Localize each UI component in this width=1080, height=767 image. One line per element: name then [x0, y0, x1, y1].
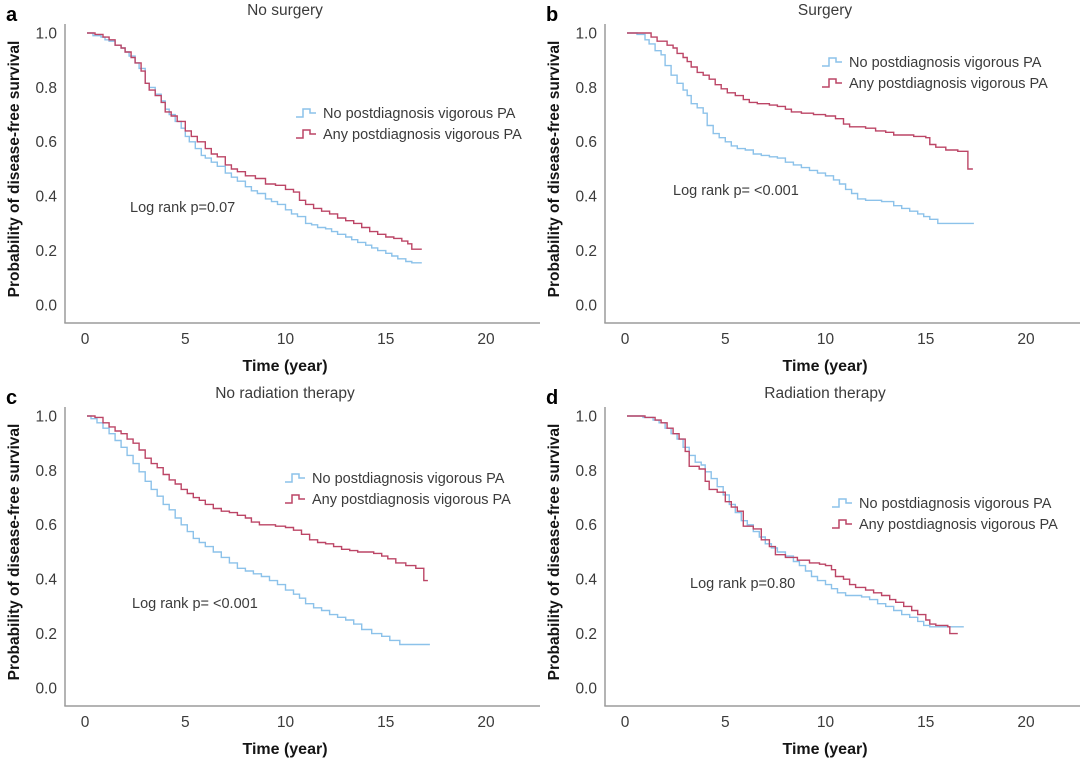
- legend-step-icon-any-postdiagnosis-vigorous-pa: [832, 519, 852, 529]
- y-tick-label: 0.8: [575, 463, 597, 480]
- y-tick-label: 0.0: [575, 297, 597, 314]
- panel-a: 1.0 0.8 0.6 0.4 0.2 0.0 0 5 10 15 20 a No surgery Pro…: [0, 0, 540, 383]
- x-tick-label: 10: [817, 714, 835, 731]
- y-tick-label: 0.2: [35, 626, 57, 643]
- km-chart-no-radiation: 1.0 0.8 0.6 0.4 0.2 0.0 0 5 10 15 20 c No radiation …: [6, 385, 540, 758]
- y-axis-label: Probability of disease-free survival: [546, 41, 563, 298]
- legend-label-no-postdiagnosis-vigorous-pa: No postdiagnosis vigorous PA: [312, 471, 505, 487]
- legend-step-icon-any-postdiagnosis-vigorous-pa: [285, 494, 305, 504]
- x-tick-label: 20: [1017, 331, 1035, 348]
- x-tick-label: 20: [477, 331, 495, 348]
- x-axis-label: Time (year): [242, 358, 327, 375]
- km-chart-radiation: 1.0 0.8 0.6 0.4 0.2 0.0 0 5 10 15 20 d Radiation the…: [546, 385, 1080, 758]
- survival-curve-no-postdiagnosis-vigorous-pa: [87, 415, 430, 646]
- y-tick-label: 0.6: [35, 517, 57, 534]
- x-tick-label: 5: [181, 331, 190, 348]
- legend-label-no-postdiagnosis-vigorous-pa: No postdiagnosis vigorous PA: [323, 106, 516, 122]
- y-tick-label: 1.0: [575, 25, 597, 42]
- legend-step-icon-any-postdiagnosis-vigorous-pa: [822, 78, 842, 88]
- x-tick-label: 5: [721, 331, 730, 348]
- legend-label-any-postdiagnosis-vigorous-pa: Any postdiagnosis vigorous PA: [859, 517, 1058, 533]
- panel-letter: c: [6, 387, 17, 409]
- km-chart-surgery: 1.0 0.8 0.6 0.4 0.2 0.0 0 5 10 15 20 b Surgery Probab…: [546, 2, 1080, 375]
- y-tick-label: 0.4: [35, 572, 57, 589]
- y-tick-label: 1.0: [575, 408, 597, 425]
- legend-step-icon-no-postdiagnosis-vigorous-pa: [822, 57, 842, 67]
- y-axis-label: Probability of disease-free survival: [6, 41, 23, 298]
- x-tick-label: 0: [81, 714, 90, 731]
- x-tick-label: 10: [277, 331, 295, 348]
- y-tick-label: 0.4: [575, 572, 597, 589]
- log-rank-annotation: Log rank p= <0.001: [673, 183, 799, 199]
- x-tick-label: 20: [477, 714, 495, 731]
- panel-title: Surgery: [798, 2, 853, 19]
- y-tick-label: 0.4: [575, 189, 597, 206]
- survival-curve-no-postdiagnosis-vigorous-pa: [87, 32, 422, 264]
- y-tick-label: 0.2: [575, 243, 597, 260]
- legend-label-no-postdiagnosis-vigorous-pa: No postdiagnosis vigorous PA: [849, 55, 1042, 71]
- y-tick-label: 0.0: [575, 680, 597, 697]
- x-tick-label: 15: [377, 714, 394, 731]
- panel-b: 1.0 0.8 0.6 0.4 0.2 0.0 0 5 10 15 20 b Surgery Probab…: [540, 0, 1080, 383]
- log-rank-annotation: Log rank p= <0.001: [132, 596, 258, 612]
- legend-step-icon-no-postdiagnosis-vigorous-pa: [832, 498, 852, 508]
- legend-label-no-postdiagnosis-vigorous-pa: No postdiagnosis vigorous PA: [859, 496, 1052, 512]
- survival-curve-any-postdiagnosis-vigorous-pa: [627, 32, 973, 170]
- x-tick-label: 0: [621, 714, 630, 731]
- survival-curve-any-postdiagnosis-vigorous-pa: [87, 32, 422, 250]
- survival-curve-any-postdiagnosis-vigorous-pa: [627, 415, 958, 635]
- y-tick-label: 0.2: [35, 243, 57, 260]
- x-axis-label: Time (year): [242, 741, 327, 758]
- legend-step-icon-any-postdiagnosis-vigorous-pa: [296, 129, 316, 139]
- x-tick-label: 15: [917, 331, 934, 348]
- survival-curve-no-postdiagnosis-vigorous-pa: [627, 415, 964, 628]
- log-rank-annotation: Log rank p=0.07: [130, 200, 235, 216]
- y-tick-label: 0.0: [35, 297, 57, 314]
- y-axis-label: Probability of disease-free survival: [6, 424, 23, 681]
- x-tick-label: 20: [1017, 714, 1035, 731]
- panel-title: Radiation therapy: [764, 385, 886, 402]
- y-tick-label: 0.2: [575, 626, 597, 643]
- y-tick-label: 0.8: [575, 80, 597, 97]
- panel-title: No surgery: [247, 2, 323, 19]
- x-tick-label: 15: [917, 714, 934, 731]
- x-tick-label: 15: [377, 331, 394, 348]
- panel-title: No radiation therapy: [215, 385, 355, 402]
- legend-label-any-postdiagnosis-vigorous-pa: Any postdiagnosis vigorous PA: [312, 492, 511, 508]
- y-tick-label: 0.6: [575, 517, 597, 534]
- x-tick-label: 10: [817, 331, 835, 348]
- x-axis-label: Time (year): [782, 741, 867, 758]
- x-tick-label: 10: [277, 714, 295, 731]
- panel-c: 1.0 0.8 0.6 0.4 0.2 0.0 0 5 10 15 20 c No radiation …: [0, 383, 540, 767]
- x-tick-label: 5: [721, 714, 730, 731]
- panel-letter: d: [546, 387, 558, 409]
- panel-letter: b: [546, 4, 558, 26]
- y-tick-label: 0.8: [35, 80, 57, 97]
- y-axis-label: Probability of disease-free survival: [546, 424, 563, 681]
- panel-d: 1.0 0.8 0.6 0.4 0.2 0.0 0 5 10 15 20 d Radiation the…: [540, 383, 1080, 767]
- y-tick-label: 0.6: [575, 134, 597, 151]
- y-tick-label: 0.0: [35, 680, 57, 697]
- survival-curve-no-postdiagnosis-vigorous-pa: [627, 32, 974, 225]
- log-rank-annotation: Log rank p=0.80: [690, 576, 795, 592]
- x-tick-label: 5: [181, 714, 190, 731]
- y-tick-label: 0.6: [35, 134, 57, 151]
- legend-label-any-postdiagnosis-vigorous-pa: Any postdiagnosis vigorous PA: [849, 76, 1048, 92]
- y-tick-label: 0.4: [35, 189, 57, 206]
- y-tick-label: 1.0: [35, 408, 57, 425]
- x-tick-label: 0: [621, 331, 630, 348]
- y-tick-label: 1.0: [35, 25, 57, 42]
- legend-label-any-postdiagnosis-vigorous-pa: Any postdiagnosis vigorous PA: [323, 127, 522, 143]
- legend-step-icon-no-postdiagnosis-vigorous-pa: [285, 473, 305, 483]
- km-chart-no-surgery: 1.0 0.8 0.6 0.4 0.2 0.0 0 5 10 15 20 a No surgery Pro…: [6, 2, 540, 375]
- legend-step-icon-no-postdiagnosis-vigorous-pa: [296, 108, 316, 118]
- y-tick-label: 0.8: [35, 463, 57, 480]
- survival-curve-any-postdiagnosis-vigorous-pa: [87, 415, 428, 582]
- x-axis-label: Time (year): [782, 358, 867, 375]
- x-tick-label: 0: [81, 331, 90, 348]
- panel-letter: a: [6, 4, 18, 26]
